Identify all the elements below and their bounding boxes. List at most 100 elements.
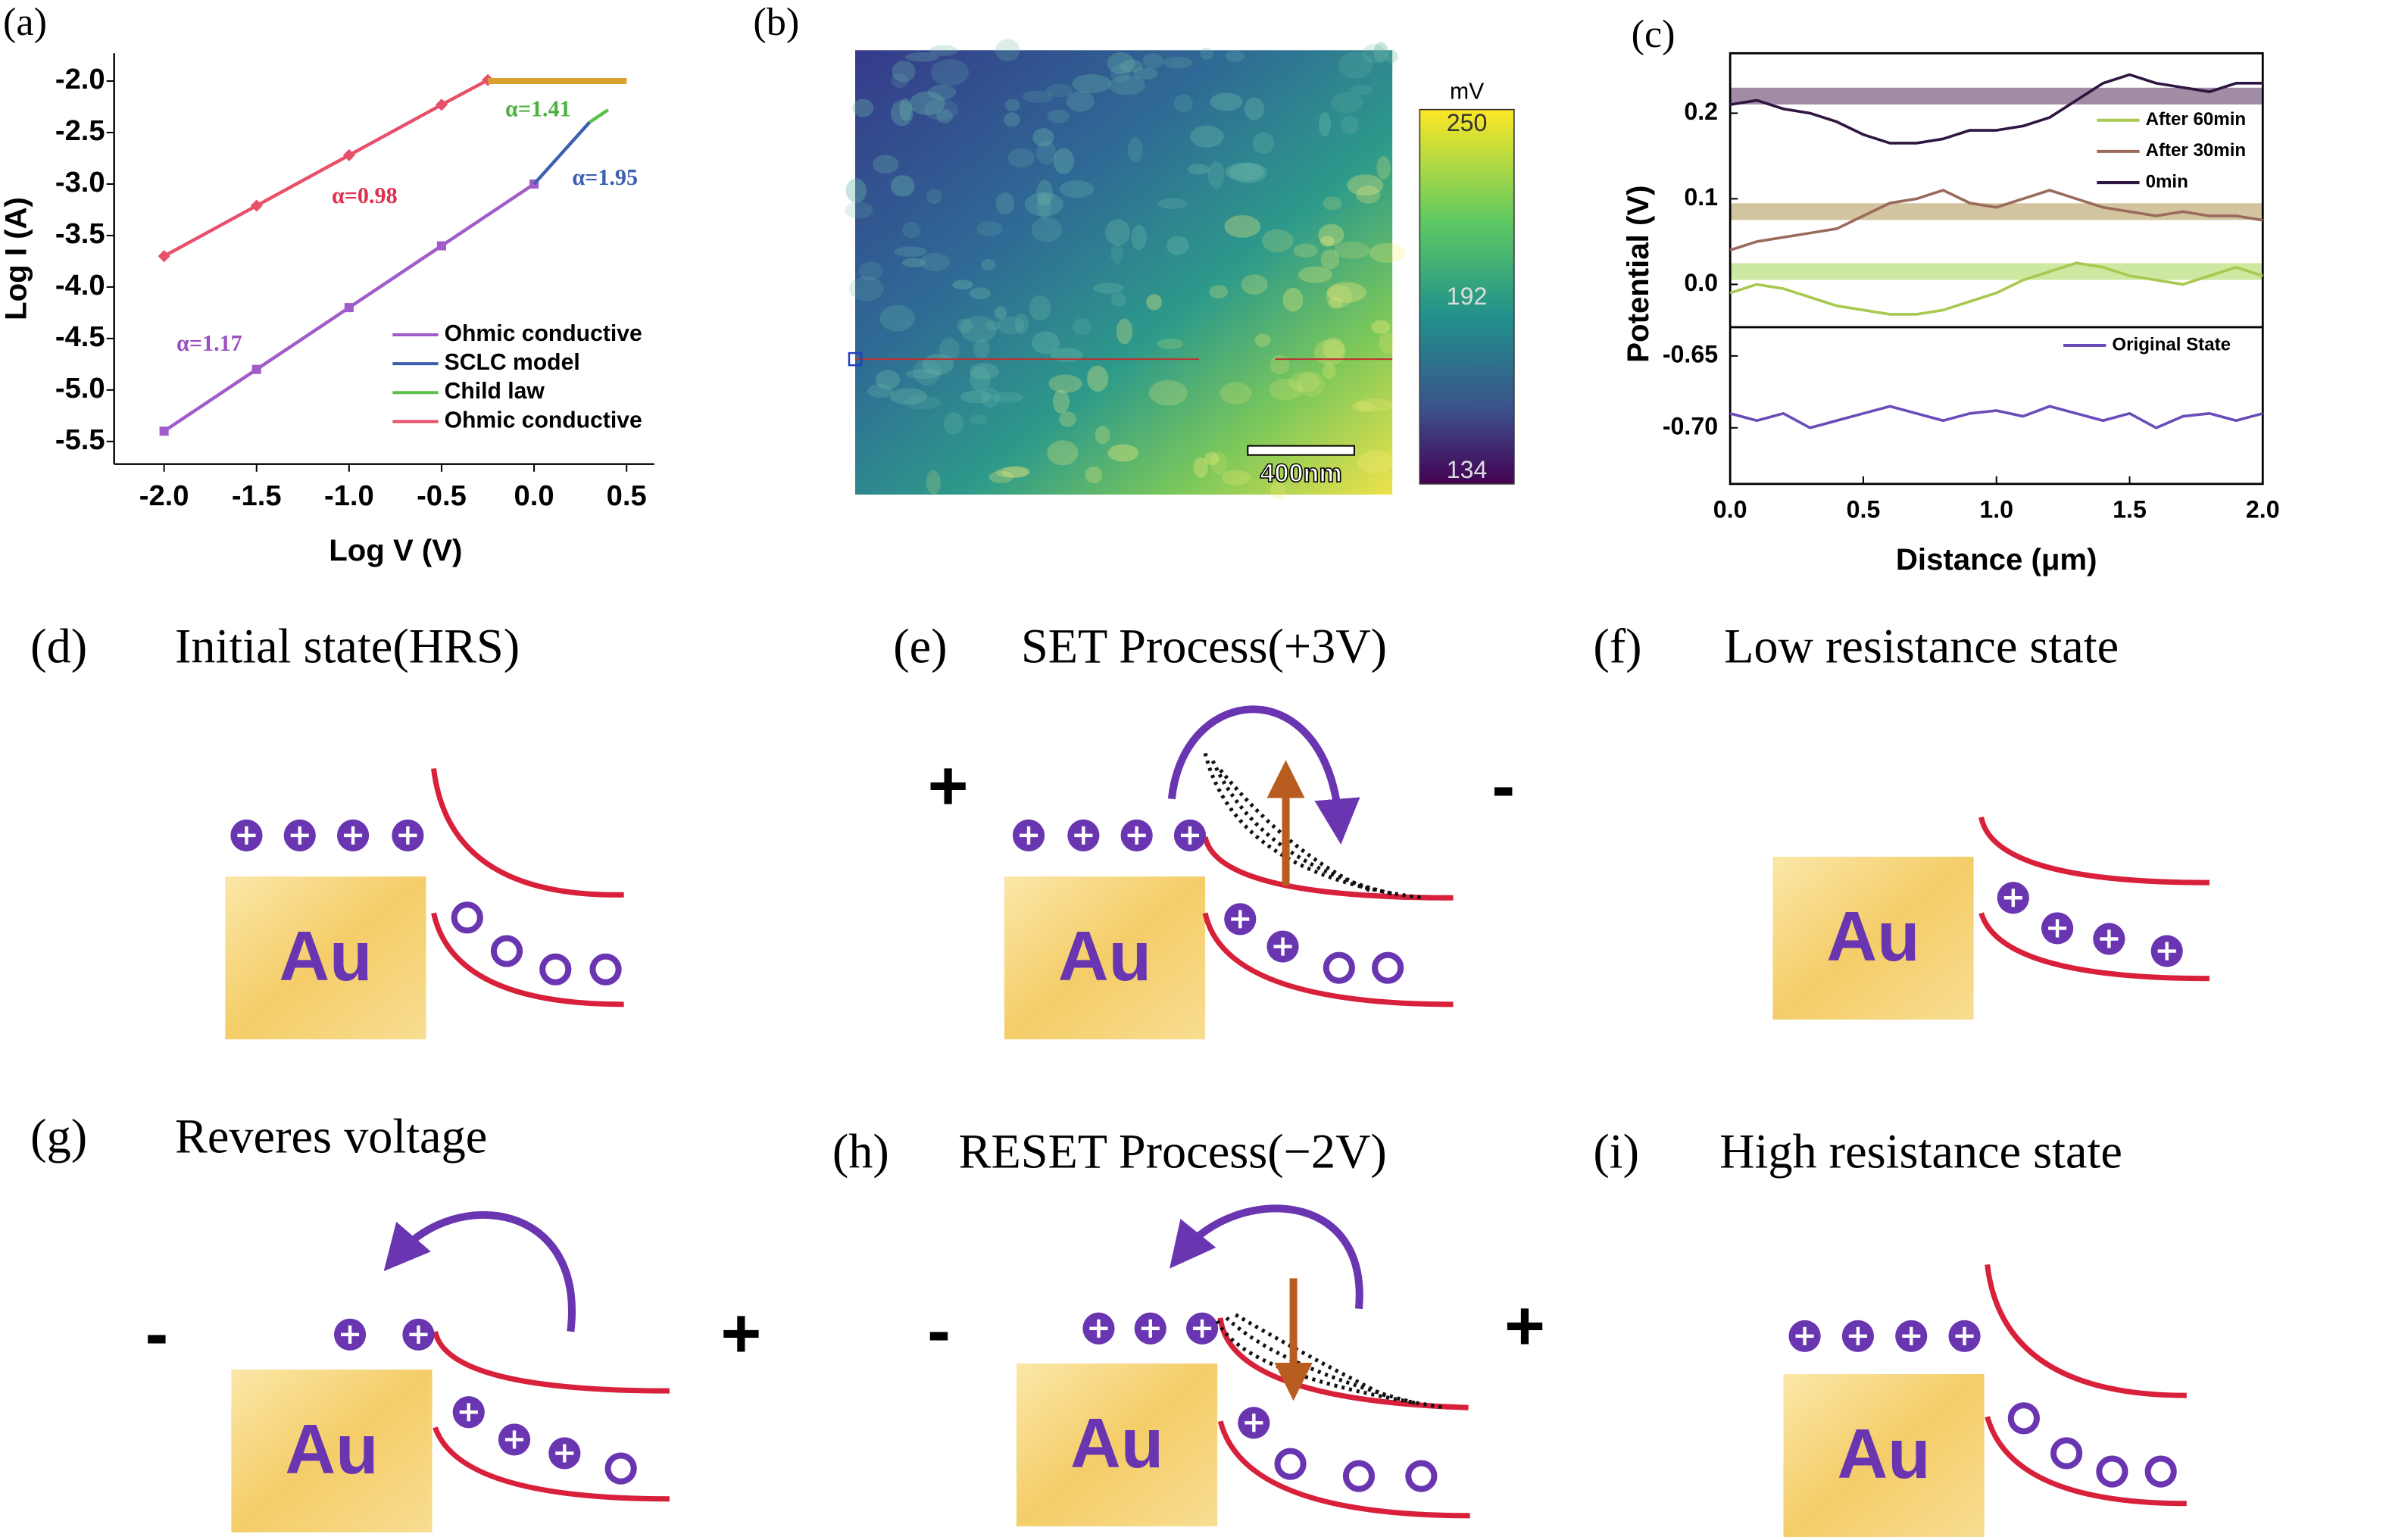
point-marker (250, 199, 263, 212)
electrode-label: Au (1058, 917, 1151, 995)
series-line (1729, 73, 2263, 145)
panel-label: (f) (1593, 620, 1641, 673)
map-texture (889, 388, 928, 405)
polarity-sign: + (1504, 1286, 1545, 1365)
barrier-shift (1210, 760, 1398, 897)
map-texture (875, 370, 901, 389)
map-texture (899, 98, 912, 121)
map-texture (873, 155, 899, 174)
map-texture (995, 306, 1007, 320)
vacancy (1372, 951, 1404, 984)
map-texture (1209, 285, 1228, 299)
map-texture (1014, 313, 1029, 334)
map-texture (1226, 50, 1245, 62)
map-texture (1313, 339, 1346, 366)
map-texture (904, 395, 941, 410)
map-texture (1373, 42, 1389, 64)
cation-plus (1074, 826, 1093, 845)
y-tick-label: -5.0 (55, 372, 105, 405)
panel-label: (d) (30, 620, 87, 673)
map-texture (1110, 292, 1126, 307)
electrode-label: Au (1837, 1414, 1930, 1493)
map-texture (1046, 83, 1073, 98)
map-texture (1085, 466, 1103, 483)
map-texture (894, 246, 927, 258)
map-texture (1318, 223, 1344, 246)
map-texture (920, 252, 951, 272)
map-texture (1297, 370, 1325, 397)
map-texture (1369, 242, 1406, 264)
map-texture (1157, 198, 1188, 209)
point-marker (344, 303, 354, 313)
electrode-label: Au (1826, 897, 1919, 976)
polarity-sign: - (927, 1291, 951, 1370)
map-texture (1318, 112, 1332, 137)
legend-label: After 60min (2146, 109, 2247, 130)
map-texture (960, 390, 992, 404)
y-tick-label: -3.5 (55, 217, 105, 250)
map-texture (1004, 98, 1020, 112)
band-edge (1202, 912, 1454, 1007)
map-texture (1200, 47, 1213, 61)
cation-plus (290, 826, 309, 845)
legend-label: Original State (2112, 334, 2231, 355)
x-tick-label: 0.5 (607, 479, 647, 512)
map-texture (1163, 56, 1193, 69)
map-texture (890, 175, 915, 197)
point-marker (251, 364, 261, 374)
point-marker (159, 426, 169, 436)
legend-label: After 30min (2146, 140, 2247, 161)
map-texture (995, 192, 1015, 215)
map-texture (1035, 140, 1057, 164)
map-texture (858, 261, 883, 281)
colorbar-label: 134 (1447, 456, 1488, 483)
panel-title: High resistance state (1719, 1125, 2122, 1179)
cation-plus (1019, 826, 1038, 845)
x-axis-label: Log V (V) (329, 533, 462, 567)
colorbar-label: 192 (1447, 283, 1488, 310)
cation-plus (1180, 826, 1200, 845)
reference-band (1730, 263, 2263, 280)
band-edge (431, 768, 624, 898)
map-texture (981, 259, 996, 271)
legend-label: Child law (445, 379, 545, 404)
map-texture (1116, 318, 1133, 345)
map-texture (969, 287, 991, 300)
map-texture (1047, 440, 1079, 466)
map-texture (867, 384, 893, 398)
vacancy (2050, 1437, 2083, 1470)
map-texture (879, 305, 915, 332)
map-texture (852, 98, 874, 117)
point-marker (158, 250, 170, 263)
map-texture (957, 318, 973, 333)
vacancy (589, 953, 622, 986)
map-texture (1379, 332, 1396, 354)
map-texture (1148, 380, 1188, 406)
map-texture (939, 338, 960, 362)
band-edge (1217, 1317, 1469, 1410)
map-texture (970, 414, 988, 424)
panel-label: (b) (753, 0, 799, 44)
panel-title: Reveres voltage (175, 1109, 487, 1163)
polarity-sign: + (720, 1294, 761, 1373)
map-texture (1105, 219, 1131, 246)
map-texture (1120, 59, 1143, 73)
y-axis-label: Potential (V) (1621, 185, 1655, 362)
cation-plus (504, 1430, 524, 1449)
series-line (532, 120, 592, 186)
polarity-sign: - (1491, 746, 1515, 825)
map-texture (1254, 333, 1271, 347)
y-tick-label: 0.2 (1684, 98, 1718, 125)
y-tick-label: -3.0 (55, 166, 105, 198)
electrode (1016, 1363, 1218, 1526)
point-marker (342, 148, 355, 161)
vacancy (2144, 1455, 2177, 1488)
x-tick-label: 1.0 (1979, 495, 2013, 523)
map-texture (1031, 217, 1062, 242)
annotation: α=0.98 (332, 183, 398, 208)
map-texture (1109, 75, 1146, 95)
map-texture (1376, 156, 1391, 180)
band-edge (1217, 1420, 1470, 1519)
map-texture (1270, 355, 1290, 375)
